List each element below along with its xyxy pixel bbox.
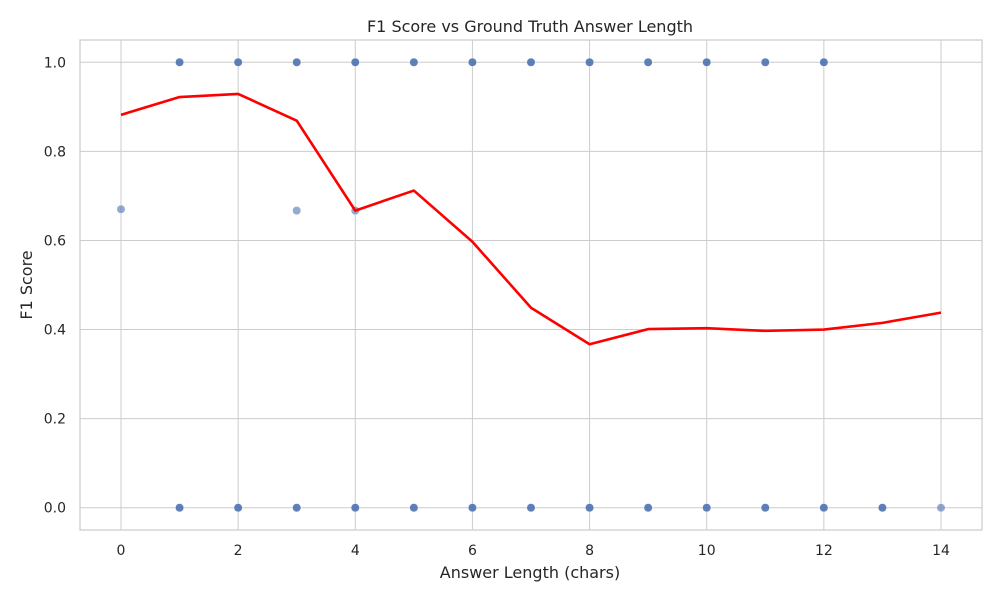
data-point: [468, 503, 477, 513]
data-point: [350, 57, 360, 67]
x-tick-label: 6: [468, 543, 477, 559]
trend-line-layer: [120, 92, 942, 346]
plot-frame: [79, 39, 983, 531]
data-point: [292, 57, 302, 67]
x-tick-label: 0: [117, 543, 126, 559]
data-point: [233, 503, 243, 513]
data-point: [878, 503, 887, 513]
chart-title: F1 Score vs Ground Truth Answer Length: [367, 17, 693, 36]
y-axis-label: F1 Score: [17, 250, 36, 319]
data-point: [819, 503, 829, 513]
points-layer: [116, 57, 946, 513]
data-point: [468, 57, 477, 67]
data-point: [643, 503, 653, 513]
y-tick-label: 0.6: [44, 233, 66, 249]
y-tick-label: 0.8: [44, 144, 66, 160]
x-tick-labels: 0 2 4 6 8 10 12 14: [117, 543, 950, 559]
data-point: [760, 57, 770, 67]
data-point: [936, 503, 946, 513]
data-point: [819, 57, 829, 67]
y-tick-labels: 0.0 0.2 0.4 0.6 0.8 1.0: [44, 55, 66, 516]
data-point: [702, 503, 712, 513]
data-point: [702, 57, 712, 67]
data-point: [233, 57, 243, 67]
data-point: [526, 503, 536, 513]
data-point: [585, 57, 594, 67]
data-point: [760, 503, 770, 513]
x-tick-label: 14: [932, 543, 950, 559]
data-point: [292, 206, 302, 216]
data-point: [409, 503, 419, 513]
y-tick-label: 1.0: [44, 55, 66, 71]
x-axis-label: Answer Length (chars): [440, 563, 620, 582]
trend-line: [120, 92, 942, 346]
y-tick-label: 0.0: [44, 501, 66, 517]
data-point: [175, 57, 184, 67]
data-point: [585, 503, 594, 513]
x-tick-label: 4: [351, 543, 360, 559]
x-tick-label: 10: [698, 543, 716, 559]
data-point: [350, 503, 360, 513]
y-tick-label: 0.4: [44, 323, 66, 339]
x-tick-label: 12: [815, 543, 833, 559]
data-point: [175, 503, 184, 513]
x-tick-label: 8: [585, 543, 594, 559]
data-point: [409, 57, 419, 67]
data-point: [643, 57, 653, 67]
x-tick-label: 2: [234, 543, 243, 559]
data-point: [526, 57, 536, 67]
data-point: [116, 204, 126, 214]
data-point: [292, 503, 302, 513]
y-tick-label: 0.2: [44, 412, 66, 428]
